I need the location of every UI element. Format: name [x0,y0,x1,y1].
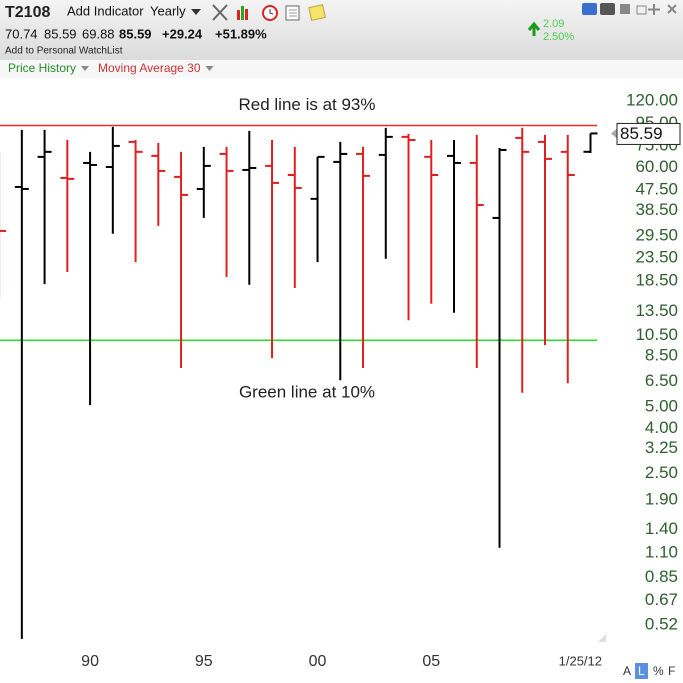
ohlc-bar [333,141,348,381]
symbol: T2108 [5,4,50,21]
y-tick-label: 13.50 [635,301,678,320]
resize-grip [598,634,606,642]
reference-label: Green line at 10% [239,383,375,402]
y-tick-label: 10.50 [635,325,678,344]
dropdown-arrow[interactable] [191,9,201,15]
quote-change-pct: +51.89% [215,26,267,41]
y-tick-label: 8.50 [645,345,678,364]
watchlist-link[interactable]: Add to Personal WatchList [5,46,123,57]
y-tick-label: 60.00 [635,157,678,176]
y-tick-label: 3.25 [645,438,678,457]
ohlc-bar [37,129,52,285]
ohlc-bar [14,129,29,639]
ohlc-bar [492,147,507,548]
legend-bar [0,60,683,78]
x-tick-label: 05 [422,653,440,670]
footer-buttons[interactable]: A L% F [623,663,675,679]
legend-entry[interactable]: Moving Average 30 [98,61,201,75]
last-date: 1/25/12 [559,653,602,668]
footer-button[interactable]: L [638,664,645,678]
y-tick-label: 38.50 [635,200,678,219]
x-tick-label: 00 [309,653,327,670]
alert-change: 2.09 [543,18,564,30]
ohlc-bar [356,146,371,368]
plot-area [0,124,598,639]
y-tick-label: 47.50 [635,180,678,199]
ohlc-bar [515,127,530,393]
footer-button[interactable]: A [623,664,631,678]
y-tick-label: 0.85 [645,567,678,586]
ohlc-bar [60,139,75,273]
quote-high: 85.59 [44,26,77,41]
ohlc-bar [378,127,393,259]
toolbar [0,0,683,60]
add-indicator[interactable]: Add Indicator [67,3,144,18]
quote-open: 70.74 [5,26,38,41]
legend-entry[interactable]: Price History [8,61,76,75]
ohlc-bar [219,146,234,277]
ohlc-bar [242,130,257,285]
quote-low: 69.88 [82,26,115,41]
ohlc-bar [538,134,553,346]
y-tick-label: 6.50 [645,371,678,390]
toolbar-icons[interactable] [212,3,677,21]
period[interactable]: Yearly [150,3,186,18]
y-tick-label: 4.00 [645,418,678,437]
quote-last: 85.59 [119,26,152,41]
last-price-label: 85.59 [620,124,663,143]
ohlc-bar [83,151,98,406]
ohlc-bar [128,139,143,263]
up-arrow [527,21,541,36]
legend-dropdown[interactable] [205,66,214,71]
footer-button[interactable]: F [668,664,675,678]
y-tick-label: 0.52 [645,614,678,633]
y-tick-label: 5.00 [645,396,678,415]
ohlc-bar [196,146,211,218]
price-pointer [611,128,617,139]
alert-change-pct: 2.50% [543,31,574,43]
x-tick-label: 95 [195,653,213,670]
ohlc-bar [265,139,280,359]
quote-change: +29.24 [162,26,203,41]
legend-dropdown[interactable] [81,66,90,71]
reference-label: Red line is at 93% [238,95,375,114]
y-tick-label: 29.50 [635,226,678,245]
ohlc-bar [469,134,484,368]
y-tick-label: 1.90 [645,490,678,509]
ohlc-bar [560,134,575,384]
ohlc-bar [310,155,325,263]
footer-button[interactable]: % [653,664,664,678]
ohlc-bar [447,139,462,313]
ohlc-bar [151,142,166,226]
y-tick-label: 1.40 [645,519,678,538]
ohlc-bar [0,151,7,299]
y-tick-label: 2.50 [645,463,678,482]
y-tick-label: 120.00 [626,90,678,109]
y-tick-label: 18.50 [635,270,678,289]
y-tick-label: 23.50 [635,247,678,266]
ohlc-bar [424,139,439,304]
y-tick-label: 1.10 [645,542,678,561]
x-tick-label: 90 [81,653,99,670]
y-tick-label: 0.67 [645,590,678,609]
ohlc-bar [401,133,416,321]
ohlc-bar [287,146,302,288]
ohlc-bar [583,132,598,153]
ohlc-bar [174,151,189,368]
last-price-box [616,122,681,145]
ohlc-bar [105,126,120,234]
button-highlight[interactable] [635,663,648,679]
